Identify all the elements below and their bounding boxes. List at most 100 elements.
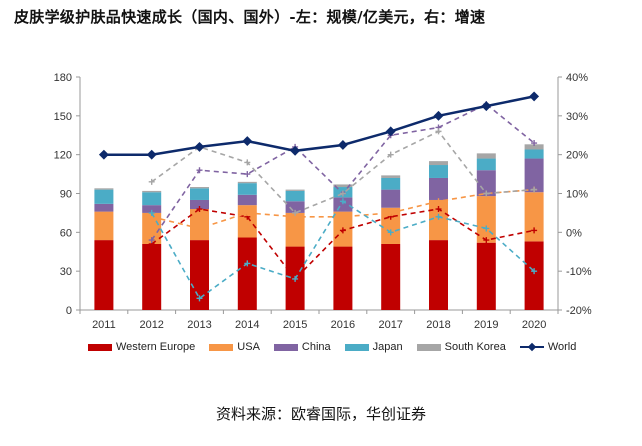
growth-point-usa: [244, 209, 251, 216]
growth-point-usa: [435, 198, 442, 205]
right-axis-tick-label: 0%: [566, 227, 582, 239]
bar-south-korea: [429, 161, 448, 166]
bar-south-korea: [94, 188, 114, 190]
legend-item-south-korea: South Korea: [416, 341, 506, 353]
bar-western-europe: [237, 237, 257, 310]
bar-western-europe: [142, 243, 162, 310]
bar-south-korea: [476, 153, 496, 159]
growth-point-western-europe: [196, 206, 203, 213]
world-point: [242, 136, 253, 147]
bar-western-europe: [524, 241, 544, 310]
bar-japan: [190, 188, 209, 200]
x-axis-tick-label: 2017: [378, 319, 402, 331]
growth-point-japan: [148, 209, 155, 216]
growth-point-western-europe: [339, 227, 346, 234]
bar-japan: [285, 190, 305, 202]
bar-usa: [476, 196, 496, 243]
left-axis-tick-label: 30: [60, 266, 72, 278]
bar-western-europe: [476, 242, 496, 310]
growth-point-western-europe: [435, 206, 442, 213]
world-point: [290, 145, 301, 156]
growth-point-usa: [196, 225, 203, 232]
world-point: [98, 149, 109, 160]
growth-point-japan: [483, 225, 490, 232]
bar-japan: [524, 149, 544, 159]
growth-point-japan: [244, 260, 251, 267]
legend-item-world: World: [519, 341, 576, 353]
legend-item-japan: Japan: [344, 341, 403, 353]
bar-south-korea: [524, 144, 544, 150]
bar-usa: [190, 209, 209, 241]
growth-point-western-europe: [483, 237, 490, 244]
growth-point-japan: [387, 229, 394, 236]
growth-point-china: [196, 167, 203, 174]
legend-label: China: [301, 341, 331, 353]
x-axis-tick-label: 2013: [187, 319, 211, 331]
x-axis-tick-label: 2015: [283, 319, 307, 331]
left-axis-tick-label: 120: [54, 150, 72, 162]
bar-japan: [142, 192, 162, 206]
growth-point-south-korea: [387, 151, 394, 158]
bar-western-europe: [190, 240, 209, 310]
growth-point-usa: [339, 213, 346, 220]
x-axis-tick-label: 2019: [474, 319, 498, 331]
world-point: [337, 140, 348, 150]
growth-point-south-korea: [244, 159, 251, 166]
bar-western-europe: [333, 246, 353, 310]
bar-china: [524, 158, 544, 193]
legend-item-western-europe: Western Europe: [88, 341, 195, 353]
legend-swatch: [416, 343, 441, 351]
bar-south-korea: [285, 189, 305, 191]
right-axis-tick-label: -20%: [566, 305, 592, 317]
growth-point-south-korea: [292, 209, 299, 216]
x-axis-tick-label: 2011: [92, 319, 116, 331]
growth-point-south-korea: [483, 190, 490, 197]
left-axis-tick-label: 0: [66, 305, 72, 317]
growth-point-china: [531, 140, 538, 147]
right-axis-tick-label: 20%: [566, 150, 588, 162]
bar-western-europe: [429, 240, 448, 310]
x-axis-tick-label: 2018: [426, 319, 450, 331]
bar-japan: [476, 158, 496, 171]
world-point: [529, 91, 540, 102]
legend-label: South Korea: [444, 341, 506, 353]
left-axis-tick-label: 90: [60, 189, 72, 201]
bar-south-korea: [142, 190, 162, 193]
growth-point-south-korea: [435, 128, 442, 135]
legend-label: Western Europe: [116, 341, 196, 353]
bar-china: [142, 205, 162, 213]
legend-swatch: [344, 343, 369, 351]
bar-usa: [237, 205, 257, 238]
growth-line-usa: [151, 188, 535, 230]
legend-swatch: [273, 343, 298, 351]
growth-point-western-europe: [531, 227, 538, 234]
bar-china: [476, 170, 496, 197]
chart-title: 皮肤学级护肤品快速成长（国内、国外）-左：规模/亿美元，右：增速: [14, 8, 486, 26]
x-axis-tick-label: 2016: [331, 319, 355, 331]
bar-usa: [285, 212, 305, 247]
growth-point-south-korea: [339, 190, 346, 197]
legend: Western Europe USA China Japan South Kor…: [88, 341, 590, 353]
world-point: [481, 101, 492, 112]
growth-point-china: [244, 171, 251, 178]
legend-label: USA: [237, 341, 260, 353]
bar-south-korea: [381, 175, 401, 178]
growth-point-japan: [292, 275, 299, 282]
bar-usa: [524, 192, 544, 242]
bar-western-europe: [94, 240, 114, 310]
growth-point-south-korea: [531, 186, 538, 193]
x-axis-tick-label: 2014: [235, 319, 259, 331]
bar-south-korea: [190, 187, 209, 189]
world-point: [385, 126, 396, 137]
right-axis-tick-label: 40%: [566, 72, 588, 84]
bar-south-korea: [333, 184, 353, 188]
bar-japan: [429, 165, 448, 178]
growth-point-japan: [196, 295, 203, 302]
growth-point-japan: [339, 198, 346, 205]
right-axis-tick-label: -10%: [566, 266, 592, 278]
bar-japan: [381, 177, 401, 190]
bar-china: [381, 189, 401, 208]
growth-point-japan: [435, 213, 442, 220]
growth-point-south-korea: [148, 178, 155, 185]
